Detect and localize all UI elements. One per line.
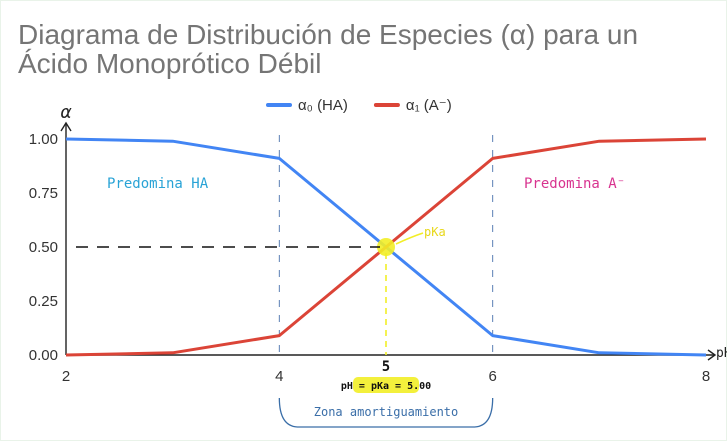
y-tick-label-4: 1.00: [29, 131, 58, 148]
x-tick-label-1: 4: [275, 368, 283, 385]
chart-title-line-2: Ácido Monoprótico Débil: [18, 48, 322, 79]
legend-label-1: α₁ (A⁻): [406, 97, 452, 114]
x-tick-label-2: 6: [488, 368, 496, 385]
region-label-a: Predomina A⁻: [524, 176, 625, 192]
x-tick-label-0: 2: [62, 368, 70, 385]
legend: α₀ (HA) α₁ (A⁻): [266, 97, 452, 114]
pka-x-label: 5: [382, 359, 390, 375]
y-tick-label-0: 0.00: [29, 347, 58, 364]
x-axis-label: pH: [716, 346, 727, 361]
y-tick-label-1: 0.25: [29, 293, 58, 310]
buffer-zone-label: Zona amortiguamiento: [314, 405, 459, 419]
legend-label-0: α₀ (HA): [298, 97, 348, 114]
pka-highlight: [377, 238, 395, 256]
chart-title-line-1: Diagrama de Distribución de Especies (α)…: [18, 19, 639, 50]
pka-arrow: [395, 232, 424, 245]
chart-title: Diagrama de Distribución de Especies (α)…: [18, 20, 718, 78]
pka-value-highlight: [353, 377, 419, 393]
buffer-bracket: [278, 397, 494, 428]
pka-label: pKa: [424, 225, 446, 239]
y-axis-label: α: [61, 102, 72, 123]
x-axis-arrow: [707, 349, 717, 361]
pka-value-label: pH = pKa = 5.00: [341, 381, 431, 392]
y-tick-label-3: 0.75: [29, 185, 58, 202]
region-label-ha: Predomina HA: [107, 176, 209, 192]
x-tick-label-3: 8: [702, 368, 710, 385]
y-tick-label-2: 0.50: [29, 239, 58, 256]
y-axis-arrow: [60, 121, 72, 132]
